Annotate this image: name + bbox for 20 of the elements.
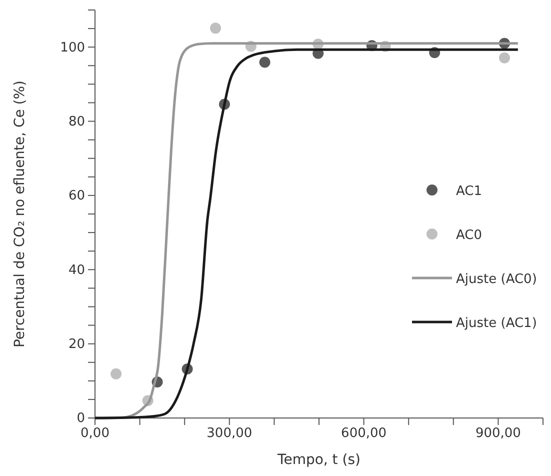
point	[259, 56, 270, 68]
y-tick-label: 100	[60, 40, 85, 56]
point	[210, 22, 222, 34]
y-tick-label: 60	[68, 188, 85, 204]
x-tick-label: 900,00	[475, 426, 521, 442]
point	[110, 368, 122, 380]
x-tick-label: 0,00	[80, 426, 110, 442]
x-tick-label: 300,00	[206, 426, 252, 442]
legend-label: AC1	[456, 184, 482, 199]
y-axis-title: Percentual de CO₂ no efluente, Ce (%)	[12, 80, 28, 348]
y-tick-label: 0	[76, 411, 85, 426]
y-tick-label: 20	[68, 336, 85, 352]
x-axis-title: Tempo, t (s)	[276, 452, 360, 468]
legend-label: Ajuste (AC1)	[456, 316, 537, 331]
legend-label: AC0	[456, 228, 482, 243]
y-tick-label: 40	[68, 262, 85, 278]
y-tick-label: 80	[68, 114, 85, 130]
legend-label: Ajuste (AC0)	[456, 272, 537, 287]
x-tick-label: 600,00	[341, 426, 387, 442]
point	[498, 52, 510, 64]
